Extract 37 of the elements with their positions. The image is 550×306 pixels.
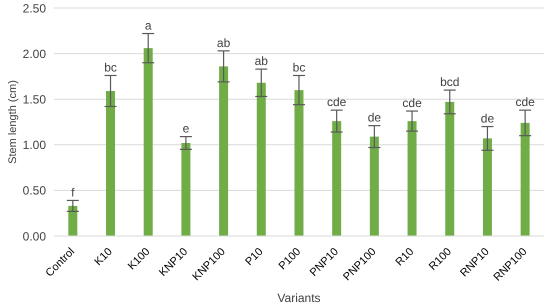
y-tick-label: 0.50: [22, 184, 46, 198]
annotation: bc: [292, 60, 306, 74]
annotation: de: [368, 110, 382, 125]
bar: [445, 102, 454, 236]
bar: [482, 138, 492, 236]
bar: [219, 66, 228, 236]
annotation: cde: [402, 96, 422, 110]
x-tick-label: K10: [92, 246, 115, 268]
annotation: ab: [216, 36, 231, 50]
bar: [408, 121, 417, 236]
bar: [68, 206, 78, 236]
y-tick-label: 1.50: [22, 92, 46, 106]
bar: [294, 90, 304, 236]
y-tick-label: 2.00: [22, 46, 46, 61]
annotation: bcd: [440, 75, 460, 90]
x-tick-label: R10: [394, 246, 416, 269]
bar: [256, 82, 266, 236]
bar: [520, 122, 530, 236]
y-tick-label: 0.00: [22, 229, 46, 244]
annotation: de: [480, 112, 494, 126]
annotation: cde: [327, 95, 347, 110]
bar: [332, 121, 342, 236]
x-axis-title: Variants: [277, 291, 321, 305]
annotation: ab: [254, 54, 268, 68]
annotation: f: [71, 185, 76, 200]
y-axis-title: Stem length (cm): [6, 80, 19, 164]
annotation: cde: [515, 95, 536, 110]
bar: [370, 136, 379, 236]
annotation: a: [144, 18, 152, 33]
annotation: e: [182, 122, 190, 136]
bar: [181, 142, 190, 236]
x-tick-label: P10: [243, 246, 266, 268]
bar: [106, 90, 116, 236]
y-tick-label: 2.50: [22, 1, 46, 16]
bar: [144, 48, 153, 236]
annotation: bc: [104, 60, 117, 74]
y-tick-label: 1.00: [22, 138, 46, 152]
